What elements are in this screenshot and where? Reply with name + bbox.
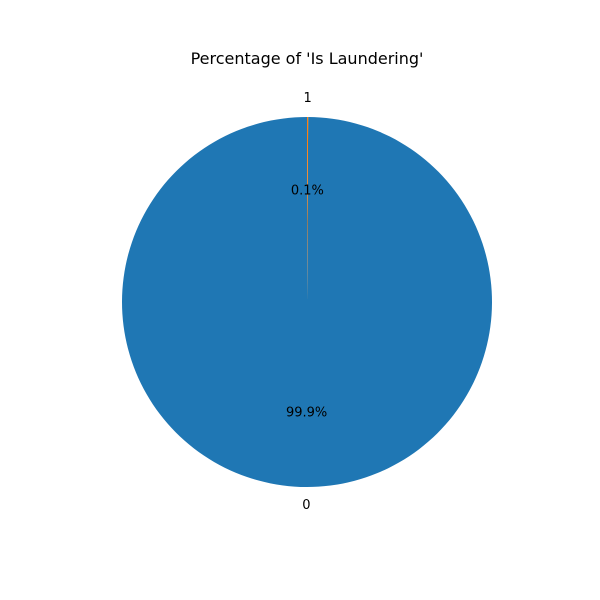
slice-label-1: 1 — [303, 91, 311, 106]
pie-labels: 0 99.9% 1 0.1% — [286, 91, 327, 513]
slice-pct-label-0: 99.9% — [286, 405, 327, 420]
pie-slices — [122, 117, 493, 487]
pie-slice-0 — [122, 117, 493, 487]
slice-label-0: 0 — [302, 498, 310, 513]
pie-slice-1 — [307, 117, 309, 302]
slice-pct-label-1: 0.1% — [291, 184, 324, 199]
chart-title: Percentage of 'Is Laundering' — [191, 49, 424, 68]
